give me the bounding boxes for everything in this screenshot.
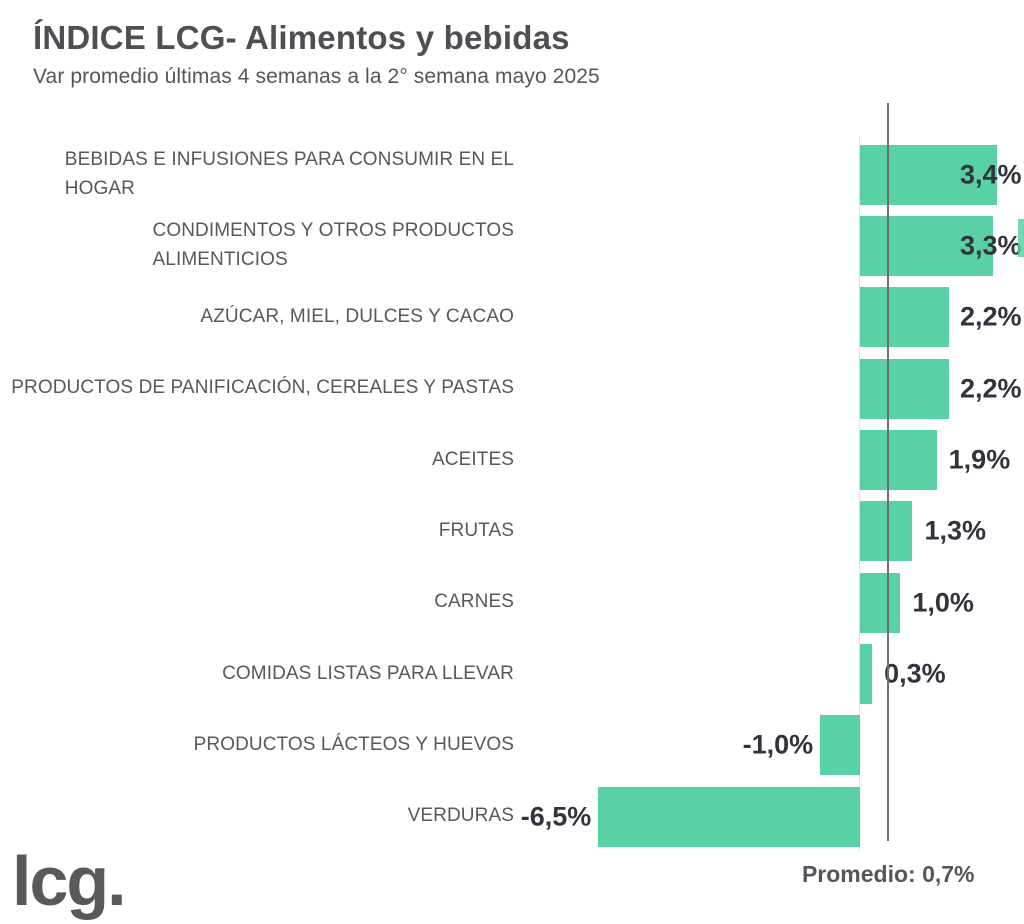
category-label: AZÚCAR, MIEL, DULCES Y CACAO — [200, 306, 514, 328]
lcg-logo: lcg. — [12, 842, 127, 920]
category-label: ACEITES — [432, 448, 514, 470]
category-label: CONDIMENTOS Y OTROS PRODUCTOS ALIMENTICI… — [152, 220, 514, 270]
chart-row: FRUTAS 1,3% — [0, 496, 1024, 567]
category-label: VERDURAS — [407, 805, 514, 827]
value-label: 0,3% — [884, 658, 946, 689]
promedio-label: Promedio: 0,7% — [801, 861, 975, 887]
chart-row: AZÚCAR, MIEL, DULCES Y CACAO 2,2% — [0, 282, 1024, 353]
value-label: 3,4% — [960, 159, 1022, 190]
chart-row: COMIDAS LISTAS PARA LLEVAR 0,3% — [0, 638, 1024, 709]
value-label: -6,5% — [520, 801, 592, 832]
value-label: 3,3% — [960, 230, 1022, 261]
chart-row: PRODUCTOS LÁCTEOS Y HUEVOS -1,0% — [0, 710, 1024, 781]
chart-row: PRODUCTOS DE PANIFICACIÓN, CEREALES Y PA… — [0, 353, 1024, 424]
bar — [860, 501, 913, 562]
chart-row: CONDIMENTOS Y OTROS PRODUCTOS ALIMENTICI… — [0, 210, 1024, 281]
bar — [860, 572, 901, 633]
category-label: PRODUCTOS DE PANIFICACIÓN, CEREALES Y PA… — [11, 377, 514, 399]
value-label: 2,2% — [960, 301, 1022, 332]
value-label: 1,9% — [948, 444, 1011, 475]
bar — [819, 715, 860, 776]
chart-header: ÍNDICE LCG- Alimentos y bebidas Var prom… — [33, 18, 600, 89]
category-label: CARNES — [434, 591, 514, 613]
bar — [860, 358, 949, 419]
chart-row: BEBIDAS E INFUSIONES PARA CONSUMIR EN EL… — [0, 139, 1024, 210]
bar — [860, 287, 949, 348]
promedio-reference-line — [887, 103, 890, 841]
value-label: 1,0% — [912, 587, 974, 618]
bar — [597, 786, 860, 847]
bar — [860, 643, 873, 704]
bar — [860, 144, 998, 205]
chart-row: ACEITES 1,9% — [0, 424, 1024, 495]
bar — [860, 215, 994, 276]
page-subtitle: Var promedio últimas 4 semanas a la 2° s… — [33, 64, 600, 88]
clipped-bar-artifact — [1018, 219, 1024, 257]
chart-row: CARNES 1,0% — [0, 567, 1024, 638]
zero-axis-line — [859, 136, 860, 851]
page-title: ÍNDICE LCG- Alimentos y bebidas — [33, 19, 570, 56]
category-label: COMIDAS LISTAS PARA LLEVAR — [222, 662, 514, 684]
value-label: 1,3% — [924, 515, 986, 546]
chart-row: VERDURAS -6,5% — [0, 781, 1024, 852]
category-label: PRODUCTOS LÁCTEOS Y HUEVOS — [193, 734, 514, 756]
category-label: BEBIDAS E INFUSIONES PARA CONSUMIR EN EL… — [64, 149, 514, 199]
bar — [860, 429, 937, 490]
category-label: FRUTAS — [438, 520, 514, 542]
value-label: -1,0% — [742, 729, 814, 760]
value-label: 2,2% — [960, 373, 1022, 404]
